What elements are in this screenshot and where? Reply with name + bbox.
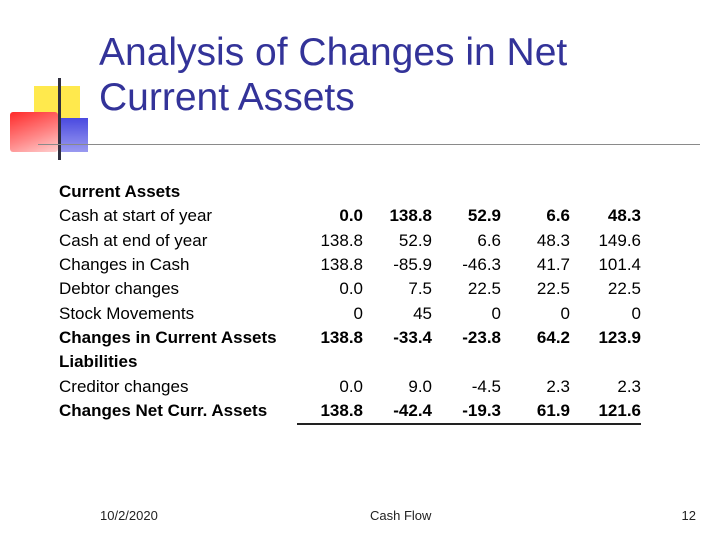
- row-label: Stock Movements: [59, 303, 195, 323]
- cell-value: 0: [560, 303, 570, 323]
- cell-value: [570, 350, 641, 374]
- cell-value: 48.3: [536, 230, 570, 250]
- cell-value: 138.8: [297, 398, 363, 425]
- cell-value: 41.7: [536, 255, 570, 275]
- cell-value: [297, 350, 363, 374]
- cell-value: 52.9: [467, 206, 501, 226]
- row-label: Creditor changes: [59, 376, 189, 396]
- cell-value: 52.9: [398, 230, 432, 250]
- table-row: Creditor changes 0.0 9.0 -4.5 2.3 2.3: [59, 374, 641, 398]
- cell-value: -4.5: [471, 376, 501, 396]
- cell-value: [432, 350, 501, 374]
- cell-value: [501, 180, 570, 204]
- cell-value: -42.4: [363, 398, 432, 425]
- row-label: Cash at start of year: [59, 206, 213, 226]
- table-row: Changes in Cash 138.8 -85.9 -46.3 41.7 101.4: [59, 253, 641, 277]
- title-divider: [38, 144, 700, 145]
- cell-value: [297, 180, 363, 204]
- net-current-assets-table: Current Assets Cash at start of year 0.0 13…: [59, 180, 641, 425]
- row-label: Debtor changes: [59, 279, 180, 299]
- decor-blue-square: [58, 118, 88, 152]
- cell-value: 138.8: [320, 327, 363, 347]
- cell-value: -33.4: [393, 327, 432, 347]
- cell-value: 48.3: [607, 206, 641, 226]
- row-label: Changes in Current Assets: [59, 327, 277, 347]
- cell-value: 0: [353, 303, 363, 323]
- cell-value: 138.8: [320, 230, 363, 250]
- table-row: Changes in Current Assets 138.8 -33.4 -23.8…: [59, 326, 641, 350]
- cell-value: 6.6: [477, 230, 501, 250]
- cell-value: -23.8: [462, 327, 501, 347]
- table-row: Changes Net Curr. Assets 138.8 -42.4 -19.3 6…: [59, 398, 641, 425]
- cell-value: -46.3: [462, 255, 501, 275]
- footer-date: 10/2/2020: [100, 508, 158, 523]
- cell-value: 0.0: [339, 279, 363, 299]
- cell-value: [570, 180, 641, 204]
- cell-value: 61.9: [501, 398, 570, 425]
- row-label: Current Assets: [59, 182, 181, 202]
- table-row: Cash at start of year 0.0 138.8 52.9 6.6 48.3: [59, 204, 641, 228]
- row-label: Liabilities: [59, 352, 138, 372]
- cell-value: 138.8: [389, 206, 432, 226]
- cell-value: 0.0: [339, 206, 363, 226]
- slide-number: 12: [681, 508, 696, 523]
- cell-value: [432, 180, 501, 204]
- cell-value: 0.0: [339, 376, 363, 396]
- decor-vertical-line: [58, 78, 61, 160]
- cell-value: 9.0: [408, 376, 432, 396]
- cell-value: 45: [413, 303, 432, 323]
- table-row: Debtor changes 0.0 7.5 22.5 22.5 22.5: [59, 277, 641, 301]
- cell-value: 2.3: [546, 376, 570, 396]
- cell-value: 101.4: [598, 255, 641, 275]
- cell-value: [363, 350, 432, 374]
- cell-value: -19.3: [432, 398, 501, 425]
- table-row: Stock Movements 0 45 0 0 0: [59, 301, 641, 325]
- cell-value: 0: [631, 303, 641, 323]
- row-label: Cash at end of year: [59, 230, 208, 250]
- cell-value: 0: [491, 303, 501, 323]
- cell-value: 7.5: [408, 279, 432, 299]
- table-row: Cash at end of year 138.8 52.9 6.6 48.3 149.6: [59, 229, 641, 253]
- cell-value: 6.6: [546, 206, 570, 226]
- row-label: Changes in Cash: [59, 255, 190, 275]
- table-row: Liabilities: [59, 350, 641, 374]
- decor-red-square: [10, 112, 58, 152]
- footer-title: Cash Flow: [370, 508, 432, 523]
- cell-value: 22.5: [467, 279, 501, 299]
- cell-value: 64.2: [536, 327, 570, 347]
- cell-value: 149.6: [598, 230, 641, 250]
- cell-value: 138.8: [320, 255, 363, 275]
- cell-value: 22.5: [536, 279, 570, 299]
- cell-value: 123.9: [598, 327, 641, 347]
- cell-value: 22.5: [607, 279, 641, 299]
- slide-title: Analysis of Changes in Net Current Asset…: [99, 31, 568, 119]
- cell-value: -85.9: [393, 255, 432, 275]
- cell-value: [363, 180, 432, 204]
- cell-value: 121.6: [570, 398, 641, 425]
- table-row: Current Assets: [59, 180, 641, 204]
- data-table: Current Assets Cash at start of year 0.0 13…: [59, 180, 641, 425]
- row-label: Changes Net Curr. Assets: [59, 401, 268, 421]
- cell-value: 2.3: [617, 376, 641, 396]
- cell-value: [501, 350, 570, 374]
